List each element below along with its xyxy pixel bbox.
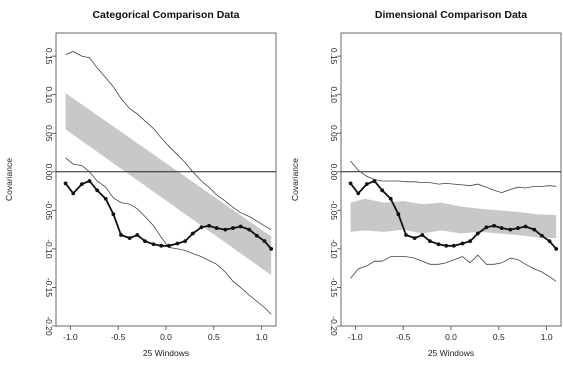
y-tick-label: -0.15: [44, 278, 54, 298]
y-axis-label: Covariance: [4, 158, 14, 201]
x-tick-label: 0.0: [445, 332, 457, 342]
panel-dimensional: Dimensional Comparison Data -1.0 -0.5 0.0 0.…: [290, 9, 562, 358]
chart-title: Dimensional Comparison Data: [375, 9, 527, 21]
confidence-band: [350, 198, 557, 239]
observed-point: [451, 243, 456, 248]
y-tick-label: 0.10: [329, 86, 339, 103]
observed-point: [238, 224, 243, 229]
chart-title: Categorical Comparison Data: [92, 9, 239, 21]
observed-point: [539, 233, 544, 238]
observed-point: [396, 212, 401, 217]
y-tick-label: -0.20: [44, 316, 54, 336]
observed-point: [190, 231, 195, 236]
observed-point: [71, 191, 76, 196]
observed-point: [103, 196, 108, 201]
x-tick-label: 1.0: [541, 332, 553, 342]
lower-bound-line: [350, 254, 557, 282]
observed-point: [523, 224, 528, 229]
observed-point: [547, 239, 552, 244]
observed-point: [428, 239, 432, 244]
observed-point: [444, 243, 449, 248]
observed-point: [151, 242, 156, 247]
observed-point: [499, 226, 504, 230]
upper-bound-line: [350, 160, 557, 194]
observed-point: [516, 226, 520, 230]
observed-point: [388, 196, 393, 201]
upper-bound-line: [65, 51, 272, 230]
observed-point: [166, 243, 171, 248]
x-tick-label: 0.0: [160, 332, 172, 342]
observed-point: [468, 239, 473, 244]
observed-point: [95, 188, 100, 193]
x-tick-label: -1.0: [348, 332, 363, 342]
observed-point: [135, 233, 140, 237]
observed-point: [231, 226, 235, 230]
observed-point: [484, 225, 489, 230]
observed-point: [554, 246, 559, 251]
observed-point: [475, 231, 480, 236]
x-axis-label: 25 Windows: [143, 348, 189, 358]
observed-point: [119, 233, 123, 237]
x-axis-label: 25 Windows: [428, 348, 474, 358]
observed-point: [183, 239, 188, 244]
observed-point: [254, 233, 259, 238]
observed-point: [63, 181, 68, 186]
observed-point: [269, 246, 274, 251]
observed-point: [159, 243, 164, 248]
observed-point: [380, 188, 385, 193]
confidence-band: [65, 93, 272, 276]
observed-point: [532, 227, 537, 232]
observed-point: [223, 227, 228, 232]
observed-point: [111, 212, 116, 217]
observed-point: [143, 239, 147, 244]
observed-point: [87, 179, 92, 183]
y-tick-label: -0.10: [329, 239, 339, 259]
observed-point: [420, 233, 425, 237]
x-tick-label: -0.5: [111, 332, 126, 342]
observed-point: [404, 233, 408, 237]
observed-point: [207, 223, 211, 228]
y-tick-label: 0.00: [329, 164, 339, 181]
x-tick-label: -0.5: [396, 332, 411, 342]
observed-point: [508, 227, 513, 232]
observed-point: [247, 227, 252, 232]
observed-point: [436, 242, 441, 247]
y-tick-label: 0.05: [44, 125, 54, 142]
panel-categorical: Categorical Comparison Data -1.0 -0.5 0.0 0.…: [4, 9, 277, 358]
observed-point: [356, 191, 361, 196]
observed-point: [460, 241, 465, 246]
y-tick-label: 0.10: [44, 86, 54, 103]
observed-point: [79, 182, 84, 187]
x-tick-label: 1.0: [256, 332, 268, 342]
y-tick-label: 0.05: [329, 125, 339, 142]
y-axis-label: Covariance: [290, 158, 300, 201]
observed-point: [364, 182, 369, 187]
observed-point: [262, 239, 267, 244]
y-tick-label: -0.15: [329, 278, 339, 298]
y-tick-label: -0.05: [329, 201, 339, 221]
x-tick-label: 0.5: [493, 332, 505, 342]
observed-point: [372, 179, 377, 183]
observed-point: [412, 236, 417, 241]
observed-point: [175, 241, 180, 246]
observed-point: [492, 223, 496, 228]
y-tick-label: 0.15: [44, 48, 54, 65]
y-tick-label: 0.15: [329, 48, 339, 65]
x-tick-label: -1.0: [63, 332, 78, 342]
y-tick-label: -0.20: [329, 316, 339, 336]
observed-point: [199, 225, 204, 230]
observed-point: [348, 181, 353, 186]
y-tick-label: -0.10: [44, 239, 54, 259]
observed-point: [127, 236, 132, 241]
observed-point: [214, 226, 219, 230]
y-tick-label: -0.05: [44, 201, 54, 221]
y-tick-label: 0.00: [44, 164, 54, 181]
x-tick-label: 0.5: [208, 332, 220, 342]
